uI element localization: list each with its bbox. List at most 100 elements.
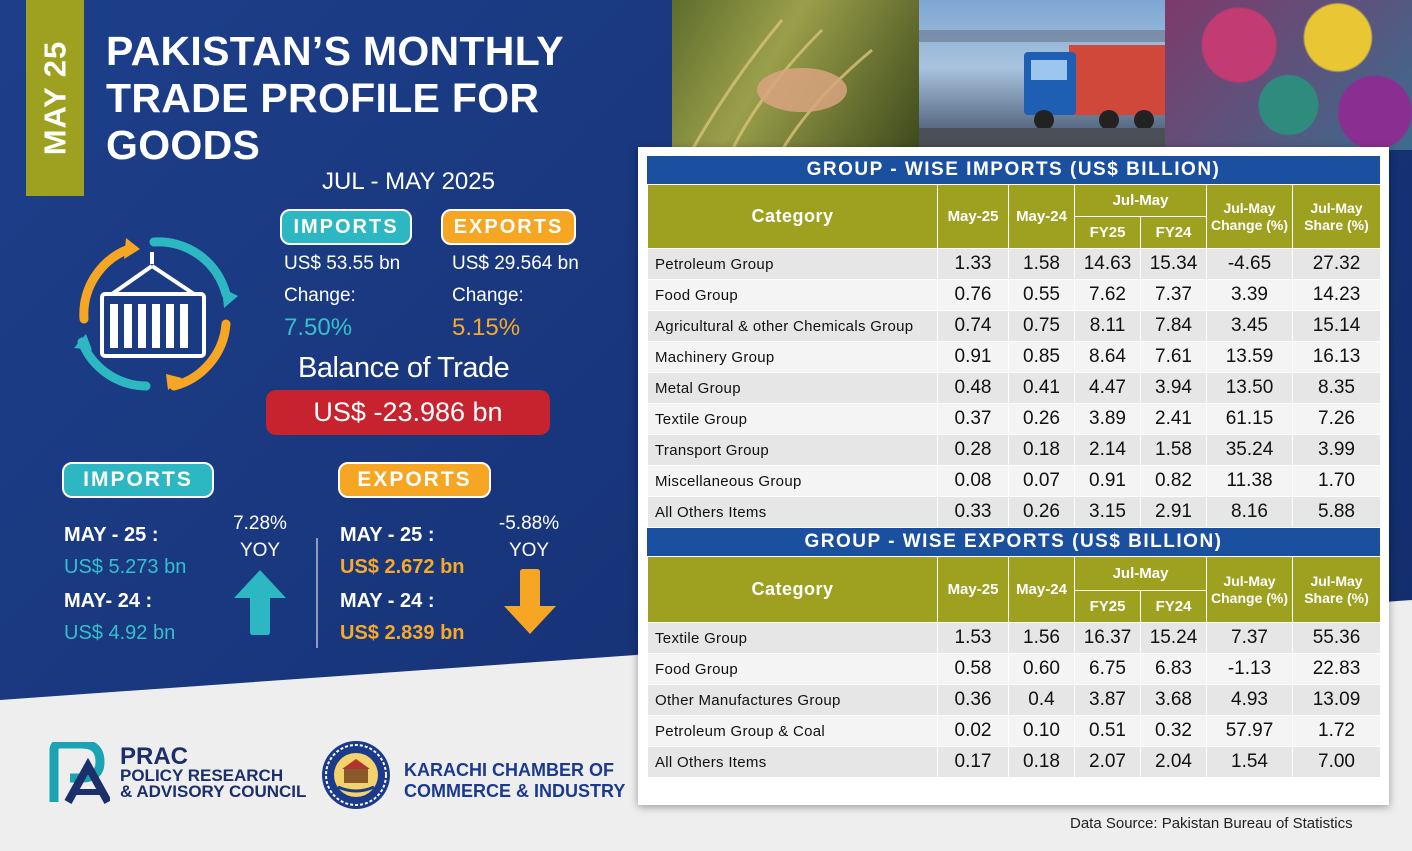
cell-share: 55.36 <box>1292 622 1382 654</box>
col-header-change: Jul-May Change (%) <box>1206 184 1294 249</box>
imports-summary-stat: US$ 53.55 bn Change: 7.50% <box>284 248 400 344</box>
cell-may25: 0.33 <box>937 496 1009 528</box>
monthly-imports-label: IMPORTS <box>83 468 193 491</box>
prac-short-name: PRAC <box>120 743 189 770</box>
cell-may24: 0.41 <box>1008 372 1075 404</box>
kcci-seal-icon <box>322 741 390 809</box>
cell-category: Metal Group <box>647 372 938 404</box>
cell-category: Petroleum Group <box>647 248 938 280</box>
cell-may25: 0.91 <box>937 341 1009 373</box>
imports-may24-label: MAY- 24 : <box>64 590 153 612</box>
kcci-line1: KARACHI CHAMBER OF <box>404 760 614 780</box>
cell-change: 61.15 <box>1206 403 1294 435</box>
cell-may24: 0.85 <box>1008 341 1075 373</box>
col-header-may24: May-24 <box>1008 556 1075 623</box>
cell-share: 1.70 <box>1292 465 1382 497</box>
cell-change: 8.16 <box>1206 496 1294 528</box>
imports-yoy-label: YOY <box>239 540 281 561</box>
cell-fy25: 7.62 <box>1074 279 1141 311</box>
cell-may25: 0.36 <box>937 684 1009 716</box>
table-row: All Others Items 0.33 0.26 3.15 2.91 8.16 5.88 <box>647 496 1382 528</box>
cell-share: 3.99 <box>1292 434 1382 466</box>
imports-yoy-pct: 7.28% <box>233 513 287 534</box>
cell-may25: 0.02 <box>937 715 1009 747</box>
cell-category: Food Group <box>647 653 938 685</box>
page-title: PAKISTAN’S MONTHLY TRADE PROFILE FOR GOO… <box>106 28 564 168</box>
imports-change-value: 7.50% <box>284 314 353 341</box>
col-header-fy24: FY24 <box>1139 590 1208 623</box>
arrow-up-icon <box>234 570 286 635</box>
col-header-fy25: FY25 <box>1074 216 1141 249</box>
cell-fy24: 7.84 <box>1139 310 1208 342</box>
exports-yoy-pct: -5.88% <box>498 513 560 534</box>
col-header-may25: May-25 <box>937 556 1009 623</box>
cell-category: Agricultural & other Chemicals Group <box>647 310 938 342</box>
cell-change: 3.45 <box>1206 310 1294 342</box>
cell-share: 13.09 <box>1292 684 1382 716</box>
prac-line1: POLICY RESEARCH <box>120 766 284 785</box>
trade-tables-card: GROUP - WISE IMPORTS (US$ BILLION) Categ… <box>638 147 1389 805</box>
cell-may25: 0.76 <box>937 279 1009 311</box>
cell-may24: 0.10 <box>1008 715 1075 747</box>
cell-may24: 0.26 <box>1008 496 1075 528</box>
cell-fy24: 2.04 <box>1139 746 1208 778</box>
cell-change: 35.24 <box>1206 434 1294 466</box>
cell-may25: 1.33 <box>937 248 1009 280</box>
balance-of-trade-value: US$ -23.986 bn <box>313 397 503 427</box>
cell-may25: 0.37 <box>937 403 1009 435</box>
cell-fy25: 3.87 <box>1074 684 1141 716</box>
cell-may24: 0.75 <box>1008 310 1075 342</box>
cell-share: 14.23 <box>1292 279 1382 311</box>
cell-fy24: 3.94 <box>1139 372 1208 404</box>
cell-fy25: 14.63 <box>1074 248 1141 280</box>
cell-may24: 0.55 <box>1008 279 1075 311</box>
cell-change: -1.13 <box>1206 653 1294 685</box>
cell-may25: 0.48 <box>937 372 1009 404</box>
cell-change: 57.97 <box>1206 715 1294 747</box>
col-header-jul-may: Jul-May <box>1073 184 1208 217</box>
cell-fy25: 3.15 <box>1074 496 1141 528</box>
prac-line2: & ADVISORY COUNCIL <box>120 782 307 801</box>
col-header-may24: May-24 <box>1008 184 1075 249</box>
table-row: Machinery Group 0.91 0.85 8.64 7.61 13.59 16.1… <box>647 341 1382 373</box>
cell-fy24: 2.41 <box>1139 403 1208 435</box>
cell-fy24: 15.34 <box>1139 248 1208 280</box>
cell-category: Petroleum Group & Coal <box>647 715 938 747</box>
cell-may24: 1.56 <box>1008 622 1075 654</box>
col-header-change: Jul-May Change (%) <box>1206 556 1294 623</box>
cell-share: 15.14 <box>1292 310 1382 342</box>
cell-fy24: 7.61 <box>1139 341 1208 373</box>
exports-change-value: 5.15% <box>452 314 521 341</box>
cell-change: -4.65 <box>1206 248 1294 280</box>
cell-share: 7.00 <box>1292 746 1382 778</box>
cell-change: 1.54 <box>1206 746 1294 778</box>
col-header-may25: May-25 <box>937 184 1009 249</box>
exports-may24-label: MAY - 24 : <box>340 590 435 612</box>
cell-change: 4.93 <box>1206 684 1294 716</box>
fabric-rolls-photo <box>1165 0 1412 150</box>
table-row: Metal Group 0.48 0.41 4.47 3.94 13.50 8.35 <box>647 372 1382 404</box>
imports-yoy: 7.28% YOY <box>215 510 305 564</box>
cell-share: 27.32 <box>1292 248 1382 280</box>
imports-may25-value: US$ 5.273 bn <box>64 556 187 578</box>
cell-change: 3.39 <box>1206 279 1294 311</box>
rice-stalks-graphic <box>690 19 873 150</box>
rice-harvest-photo <box>672 0 919 150</box>
table-row: Miscellaneous Group 0.08 0.07 0.91 0.82 11.38… <box>647 465 1382 497</box>
exports-change-label: Change: <box>452 285 524 306</box>
exports-table-body: Textile Group 1.53 1.56 16.37 15.24 7.37 55.36… <box>647 622 1382 778</box>
cell-category: Miscellaneous Group <box>647 465 938 497</box>
table-row: Other Manufactures Group 0.36 0.4 3.87 3.68 4… <box>647 684 1382 716</box>
table-row: Transport Group 0.28 0.18 2.14 1.58 35.24 3.99 <box>647 434 1382 466</box>
cell-category: All Others Items <box>647 496 938 528</box>
data-source: Data Source: Pakistan Bureau of Statisti… <box>1070 815 1353 832</box>
col-header-fy25: FY25 <box>1074 590 1141 623</box>
cell-share: 22.83 <box>1292 653 1382 685</box>
cell-may25: 0.08 <box>937 465 1009 497</box>
cell-category: Textile Group <box>647 403 938 435</box>
cell-share: 8.35 <box>1292 372 1382 404</box>
imports-change-label: Change: <box>284 285 356 306</box>
table-row: Petroleum Group & Coal 0.02 0.10 0.51 0.32 57… <box>647 715 1382 747</box>
cell-may24: 0.60 <box>1008 653 1075 685</box>
cell-share: 7.26 <box>1292 403 1382 435</box>
